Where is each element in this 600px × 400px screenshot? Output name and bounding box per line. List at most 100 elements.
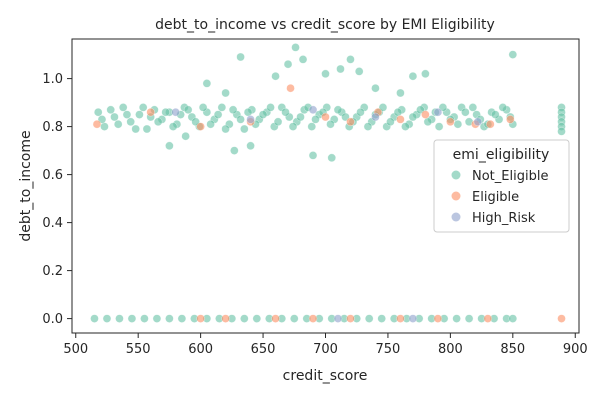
- data-point: [138, 103, 148, 112]
- data-point: [168, 122, 178, 131]
- data-point: [386, 117, 395, 127]
- data-point: [243, 107, 253, 117]
- data-point: [202, 79, 212, 88]
- data-point: [557, 127, 566, 136]
- legend-title: emi_eligibility: [453, 147, 550, 163]
- data-point: [127, 314, 137, 323]
- data-point: [183, 105, 193, 115]
- y-tick-label: 0.4: [42, 216, 63, 231]
- data-point: [333, 105, 343, 115]
- data-point: [483, 314, 493, 323]
- data-point: [266, 103, 275, 112]
- data-point: [421, 110, 430, 119]
- data-point: [290, 314, 299, 323]
- data-point: [377, 314, 386, 323]
- data-point: [346, 55, 355, 64]
- data-point: [371, 112, 380, 122]
- data-point: [146, 107, 155, 117]
- data-point: [433, 107, 443, 117]
- data-point: [283, 59, 293, 69]
- data-point: [393, 107, 403, 117]
- data-point: [122, 110, 132, 119]
- x-tick-label: 850: [500, 342, 525, 357]
- x-tick-label: 550: [126, 342, 151, 357]
- data-point: [273, 117, 283, 127]
- legend-label: Eligible: [472, 190, 519, 205]
- data-point: [165, 314, 174, 323]
- data-point: [346, 314, 355, 323]
- data-point: [311, 115, 320, 124]
- data-point: [221, 88, 230, 98]
- x-tick-label: 750: [376, 342, 401, 357]
- x-tick-label: 700: [313, 342, 338, 357]
- data-point: [356, 107, 365, 117]
- data-point: [198, 103, 208, 112]
- data-point: [363, 122, 373, 131]
- data-point: [140, 314, 149, 323]
- legend-label: Not_Eligible: [472, 169, 548, 184]
- data-point: [246, 141, 255, 151]
- data-point: [286, 83, 295, 93]
- data-point: [446, 117, 455, 127]
- data-point: [153, 117, 163, 127]
- data-point: [333, 314, 343, 323]
- x-tick-label: 650: [251, 342, 276, 357]
- data-point: [452, 314, 461, 323]
- data-point: [408, 314, 418, 323]
- legend-marker: [451, 212, 461, 222]
- data-point: [473, 117, 483, 127]
- data-point: [491, 110, 500, 119]
- data-point: [113, 119, 123, 129]
- data-point: [246, 115, 255, 124]
- data-point: [196, 122, 205, 131]
- data-point: [453, 119, 463, 129]
- data-point: [110, 112, 119, 122]
- data-point: [408, 112, 418, 122]
- data-point: [258, 110, 268, 119]
- data-point: [508, 50, 518, 59]
- data-point: [433, 314, 443, 323]
- data-point: [161, 107, 170, 117]
- data-point: [240, 314, 249, 323]
- data-point: [165, 141, 174, 151]
- data-point: [498, 103, 508, 112]
- data-point: [296, 112, 305, 122]
- data-point: [100, 122, 109, 131]
- y-axis-label: debt_to_income: [18, 130, 34, 241]
- data-point: [308, 105, 318, 115]
- data-point: [288, 122, 298, 131]
- legend-marker: [451, 191, 461, 201]
- data-point: [364, 314, 374, 323]
- data-point: [102, 314, 112, 323]
- y-tick-label: 0.2: [42, 264, 63, 279]
- data-point: [217, 103, 227, 112]
- data-point: [115, 314, 124, 323]
- data-point: [221, 124, 230, 134]
- data-point: [142, 124, 152, 134]
- y-tick-label: 0.8: [42, 120, 63, 135]
- data-point: [230, 146, 239, 155]
- data-point: [236, 52, 245, 62]
- data-point: [236, 115, 245, 124]
- data-point: [464, 314, 474, 323]
- data-point: [196, 314, 205, 323]
- data-point: [281, 107, 290, 117]
- data-point: [221, 314, 230, 323]
- data-point: [468, 103, 478, 112]
- data-point: [171, 107, 180, 117]
- data-point: [396, 88, 405, 98]
- data-point: [126, 117, 135, 127]
- legend-label: High_Risk: [472, 211, 536, 226]
- data-point: [557, 314, 566, 323]
- data-point: [206, 119, 215, 129]
- data-point: [93, 107, 103, 117]
- y-tick-label: 0.6: [42, 168, 63, 183]
- data-point: [118, 103, 128, 112]
- data-point: [461, 107, 470, 117]
- data-point: [326, 119, 335, 129]
- data-point: [298, 55, 308, 64]
- data-point: [308, 314, 318, 323]
- data-point: [421, 69, 430, 79]
- x-axis-label: credit_score: [283, 368, 368, 384]
- legend-box: [433, 139, 570, 233]
